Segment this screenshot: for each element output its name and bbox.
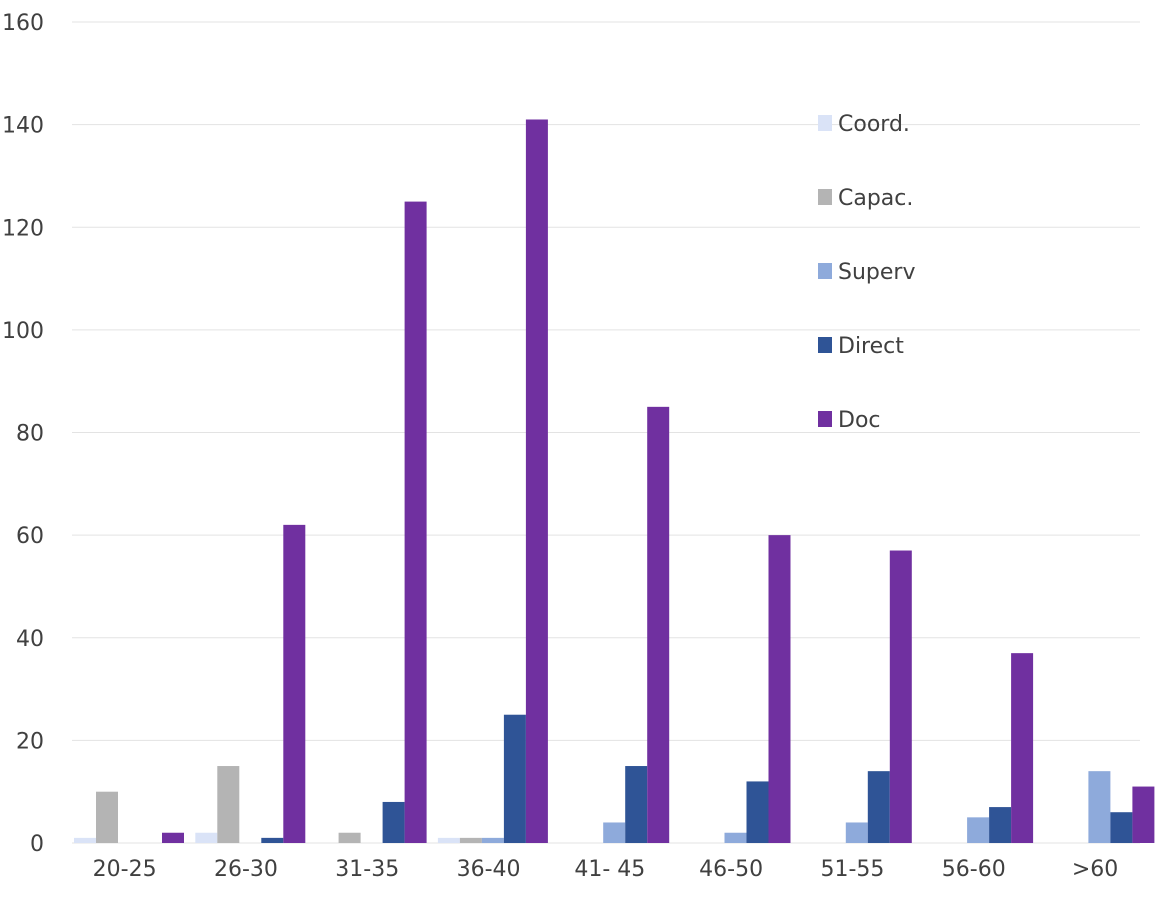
legend-swatch bbox=[818, 411, 832, 427]
y-tick-label: 140 bbox=[2, 114, 44, 139]
bar-direct-5 bbox=[746, 781, 769, 843]
bar-coord-0 bbox=[74, 837, 96, 843]
bar-direct-2 bbox=[382, 801, 405, 843]
bar-superv-4 bbox=[603, 822, 626, 843]
legend-swatch bbox=[818, 115, 832, 131]
bar-doc-7 bbox=[1011, 653, 1034, 843]
legend-label: Capac. bbox=[838, 186, 913, 211]
bar-coord-1 bbox=[195, 832, 218, 843]
legend-label: Superv bbox=[838, 260, 915, 285]
bar-doc-6 bbox=[889, 550, 912, 843]
bar-capac-0 bbox=[96, 791, 118, 843]
y-tick-label: 120 bbox=[2, 216, 44, 241]
bar-direct-7 bbox=[989, 807, 1012, 843]
legend-label: Doc bbox=[838, 408, 881, 433]
bar-doc-0 bbox=[162, 832, 184, 843]
x-tick-label: >60 bbox=[1072, 857, 1118, 882]
gridlines bbox=[72, 21, 1140, 844]
bar-superv-7 bbox=[967, 817, 990, 843]
bar-capac-3 bbox=[459, 837, 482, 843]
bar-direct-6 bbox=[867, 771, 890, 843]
y-tick-label: 80 bbox=[16, 422, 44, 447]
bar-direct-3 bbox=[503, 714, 526, 843]
legend-label: Direct bbox=[838, 334, 904, 359]
x-tick-label: 36-40 bbox=[457, 857, 521, 882]
x-tick-label: 31-35 bbox=[335, 857, 399, 882]
y-tick-label: 0 bbox=[30, 832, 44, 857]
bar-doc-2 bbox=[404, 201, 427, 843]
x-axis: 20-25 26-30 31-35 36-40 41- 45 46-50 51-55 56-6… bbox=[93, 857, 1119, 882]
legend-swatch bbox=[818, 189, 832, 205]
legend-swatch bbox=[818, 263, 832, 279]
bar-doc-3 bbox=[525, 119, 548, 843]
bar-direct-4 bbox=[625, 766, 648, 843]
bars bbox=[74, 119, 1155, 843]
x-tick-label: 20-25 bbox=[93, 857, 157, 882]
x-tick-label: 41- 45 bbox=[574, 857, 645, 882]
y-tick-label: 20 bbox=[16, 729, 44, 754]
bar-direct-1 bbox=[261, 837, 284, 843]
legend-swatch bbox=[818, 337, 832, 353]
bar-superv-3 bbox=[481, 837, 504, 843]
x-tick-label: 26-30 bbox=[214, 857, 278, 882]
x-tick-label: 56-60 bbox=[942, 857, 1006, 882]
bar-doc-8 bbox=[1132, 786, 1155, 843]
x-tick-label: 46-50 bbox=[699, 857, 763, 882]
x-tick-label: 51-55 bbox=[820, 857, 884, 882]
y-axis: 0 20 40 60 80 100 120 140 160 bbox=[2, 11, 44, 857]
bar-direct-8 bbox=[1110, 812, 1133, 843]
bar-doc-5 bbox=[768, 535, 791, 843]
bar-superv-8 bbox=[1088, 771, 1111, 843]
bar-capac-1 bbox=[217, 766, 240, 843]
legend: Coord. Capac. Superv Direct Doc bbox=[818, 112, 915, 433]
legend-label: Coord. bbox=[838, 112, 910, 137]
y-tick-label: 60 bbox=[16, 524, 44, 549]
bar-doc-4 bbox=[647, 406, 670, 843]
bar-superv-5 bbox=[724, 832, 747, 843]
y-tick-label: 160 bbox=[2, 11, 44, 36]
bar-superv-6 bbox=[845, 822, 868, 843]
bar-doc-1 bbox=[283, 524, 306, 843]
bar-coord-3 bbox=[437, 837, 460, 843]
bar-capac-2 bbox=[338, 832, 361, 843]
y-tick-label: 40 bbox=[16, 627, 44, 652]
y-tick-label: 100 bbox=[2, 319, 44, 344]
